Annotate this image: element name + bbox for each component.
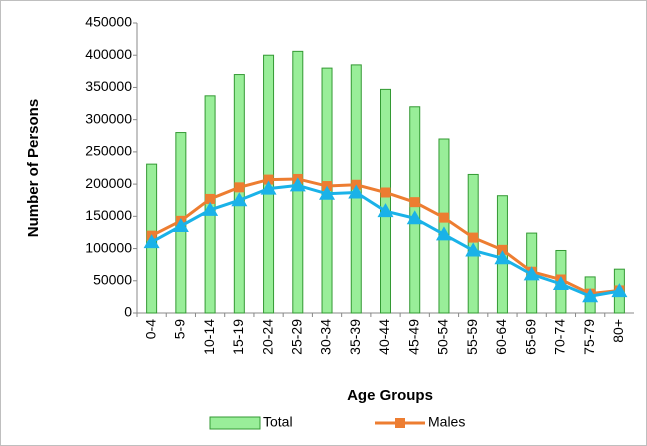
- marker: [234, 182, 245, 193]
- y-axis-title: Number of Persons: [25, 99, 42, 237]
- y-tick-label: 0: [124, 304, 132, 320]
- x-tick-label: 0-4: [142, 319, 158, 339]
- marker: [435, 226, 452, 241]
- x-tick-label: 65-69: [522, 319, 538, 355]
- marker: [263, 174, 274, 185]
- y-tick-label: 450000: [85, 14, 132, 30]
- y-tick-label: 400000: [85, 46, 132, 62]
- x-tick-label: 25-29: [288, 319, 304, 355]
- x-tick-label: 15-19: [230, 319, 246, 355]
- marker: [202, 201, 219, 216]
- x-tick-label: 40-44: [376, 319, 392, 355]
- legend-label: Males: [428, 414, 465, 430]
- marker: [205, 193, 216, 204]
- marker: [523, 266, 540, 281]
- bar: [438, 138, 450, 314]
- marker: [611, 283, 628, 298]
- x-tick-label: 45-49: [405, 319, 421, 355]
- marker: [377, 203, 394, 218]
- x-tick-label: 60-64: [493, 319, 509, 355]
- x-tick-label: 75-79: [581, 319, 597, 355]
- marker: [143, 234, 160, 249]
- marker: [395, 418, 405, 428]
- marker: [468, 232, 479, 243]
- y-tick-label: 350000: [85, 78, 132, 94]
- x-axis-title: Age Groups: [347, 387, 433, 404]
- x-tick-label: 10-14: [201, 319, 217, 355]
- y-tick-label: 50000: [93, 271, 132, 287]
- marker: [497, 244, 508, 255]
- legend-swatch: [209, 416, 261, 430]
- marker: [260, 180, 277, 195]
- x-tick-label: 70-74: [552, 319, 568, 355]
- x-tick-label: 50-54: [435, 319, 451, 355]
- marker: [494, 250, 511, 265]
- marker: [380, 187, 391, 198]
- y-tick-label: 100000: [85, 239, 132, 255]
- y-tick-label: 300000: [85, 110, 132, 126]
- marker: [231, 192, 248, 207]
- marker: [348, 184, 365, 199]
- bar: [380, 88, 391, 314]
- marker: [438, 212, 449, 223]
- y-tick-label: 250000: [85, 143, 132, 159]
- marker: [552, 276, 569, 290]
- x-tick-label: 35-39: [347, 319, 363, 355]
- marker: [465, 242, 482, 257]
- x-tick-label: 30-34: [318, 319, 334, 355]
- marker: [582, 288, 599, 303]
- x-tick-label: 20-24: [259, 319, 275, 355]
- x-tick-label: 55-59: [464, 319, 480, 355]
- legend-label: Total: [263, 414, 293, 430]
- marker: [172, 218, 189, 232]
- x-tick-label: 5-9: [172, 319, 188, 339]
- marker: [289, 177, 306, 192]
- x-tick-label: 80+: [610, 319, 626, 343]
- marker: [319, 185, 336, 200]
- y-tick-label: 150000: [85, 207, 132, 223]
- y-tick-label: 200000: [85, 175, 132, 191]
- marker: [409, 197, 420, 208]
- bar: [409, 106, 421, 314]
- marker: [406, 210, 423, 225]
